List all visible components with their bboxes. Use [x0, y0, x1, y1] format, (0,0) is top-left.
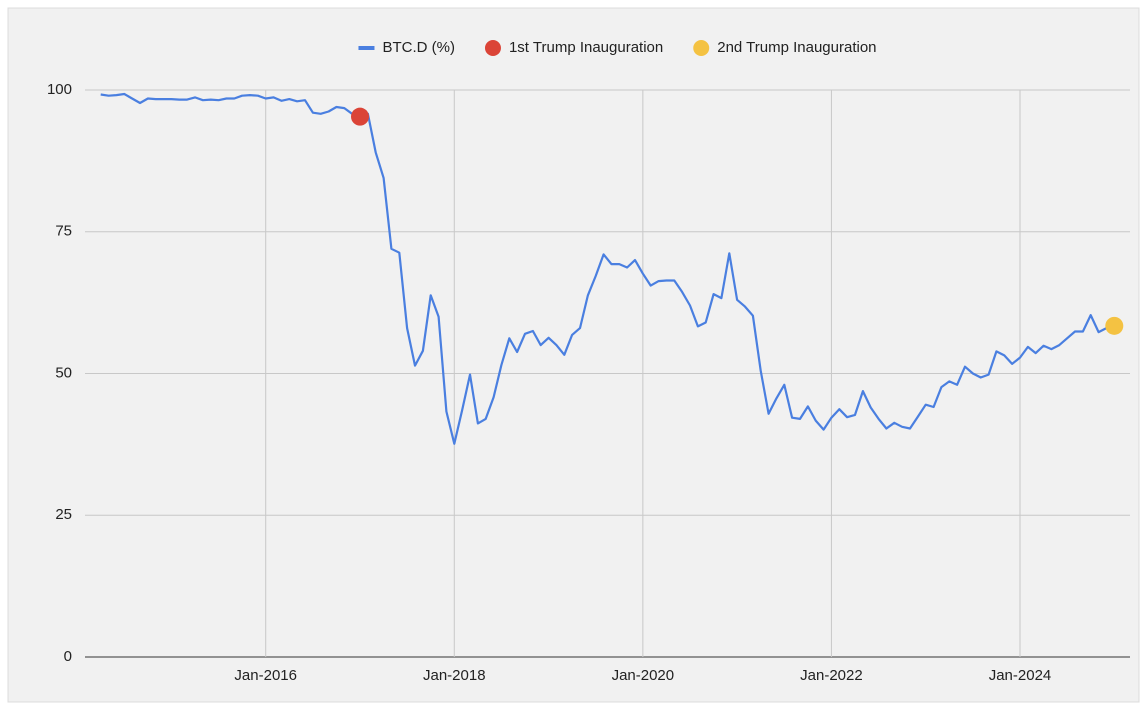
y-tick-label: 0 [64, 648, 72, 665]
y-tick-label: 75 [55, 223, 72, 240]
legend-label: 2nd Trump Inauguration [717, 39, 876, 56]
y-tick-label: 25 [55, 506, 72, 523]
x-tick-label: Jan-2016 [234, 667, 297, 684]
legend-swatch [358, 46, 375, 50]
legend-swatch [484, 40, 501, 56]
x-tick-label: Jan-2020 [612, 667, 675, 684]
x-tick-label: Jan-2022 [800, 667, 863, 684]
chart-background [7, 7, 1140, 703]
legend-label: BTC.D (%) [382, 39, 455, 56]
x-tick-label: Jan-2018 [423, 667, 486, 684]
x-tick-label: Jan-2024 [989, 667, 1052, 684]
data-point [1105, 316, 1124, 335]
legend-label: 1st Trump Inauguration [509, 39, 663, 56]
legend-swatch [693, 40, 710, 56]
y-tick-label: 100 [47, 81, 72, 98]
data-point [351, 107, 369, 126]
y-tick-label: 50 [55, 364, 72, 381]
data-line [100, 92, 1115, 445]
